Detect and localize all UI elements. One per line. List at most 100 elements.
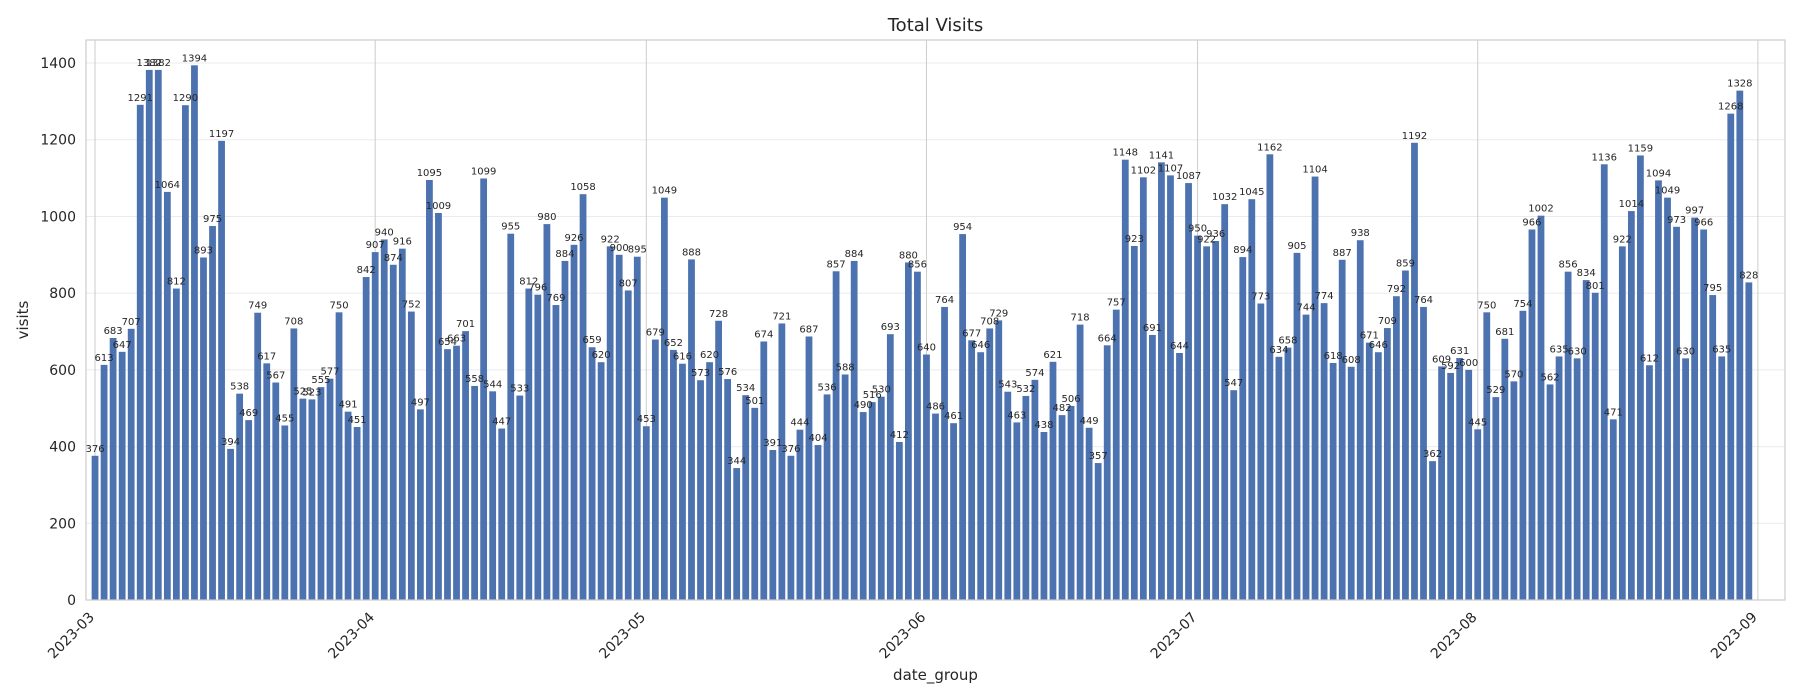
bar-value-label: 857: [827, 259, 846, 270]
bar: [1058, 415, 1066, 600]
bar: [534, 294, 542, 600]
bar: [136, 104, 144, 601]
bar-value-label: 1049: [652, 186, 677, 197]
bar: [1474, 429, 1482, 600]
bar: [588, 347, 596, 600]
bar: [1221, 204, 1229, 601]
bar-value-label: 693: [881, 322, 900, 333]
bar-value-label: 954: [953, 222, 972, 233]
bar-value-label: 453: [637, 414, 656, 425]
bar-value-label: 691: [1143, 323, 1162, 334]
bar: [1338, 259, 1346, 600]
bar: [633, 256, 641, 600]
bar-value-label: 905: [1287, 241, 1306, 252]
bar-value-label: 631: [1450, 346, 1469, 357]
bar: [1429, 461, 1436, 600]
bar: [462, 331, 469, 600]
bar: [1745, 282, 1753, 600]
bar-value-label: 938: [1351, 228, 1370, 239]
bar: [615, 254, 623, 600]
bar: [1393, 296, 1400, 600]
bar: [1112, 309, 1120, 600]
bar-value-label: 773: [1251, 292, 1270, 303]
bar: [715, 320, 722, 600]
bar: [850, 260, 858, 600]
x-axis-title: date_group: [893, 666, 978, 685]
bar-value-label: 856: [1559, 260, 1578, 271]
bar-value-label: 574: [1025, 368, 1044, 379]
bar: [435, 212, 442, 600]
bar: [118, 351, 126, 600]
bar: [1402, 270, 1409, 600]
bar-value-label: 718: [1071, 313, 1090, 324]
bar-value-label: 663: [447, 334, 466, 345]
bar-value-label: 1058: [570, 182, 595, 193]
bar: [1031, 379, 1039, 600]
bar: [1655, 180, 1662, 601]
bar-value-label: 1064: [155, 180, 180, 191]
bar: [923, 354, 930, 600]
bar: [1293, 252, 1301, 600]
bar-value-label: 859: [1396, 259, 1415, 270]
bar: [561, 260, 569, 600]
bar-value-label: 807: [619, 278, 638, 289]
bar: [1555, 356, 1563, 600]
bar-value-label: 750: [1477, 300, 1496, 311]
bar-value-label: 707: [122, 317, 141, 328]
bar-value-label: 525: [293, 387, 312, 398]
bar: [362, 277, 370, 600]
bar: [389, 264, 397, 600]
bar: [1239, 257, 1247, 600]
bar-value-label: 1290: [173, 93, 198, 104]
bar: [1591, 292, 1599, 600]
bar: [1230, 390, 1238, 600]
bar-value-label: 376: [85, 444, 104, 455]
bar-value-label: 683: [104, 326, 123, 337]
bar: [1067, 405, 1075, 600]
bar-value-label: 752: [402, 300, 421, 311]
bar: [263, 363, 271, 600]
bar-value-label: 620: [700, 350, 719, 361]
bar-value-label: 1268: [1718, 102, 1743, 113]
bar: [597, 362, 605, 600]
bar-value-label: 469: [239, 408, 258, 419]
bar: [245, 420, 253, 600]
bar: [1013, 422, 1021, 600]
bar-value-label: 1394: [182, 53, 207, 64]
bar-value-label: 1099: [471, 166, 496, 177]
y-tick-label: 0: [67, 593, 76, 609]
bar-value-label: 620: [592, 350, 611, 361]
bar-value-label: 1136: [1592, 152, 1617, 163]
bar-value-label: 1045: [1239, 187, 1264, 198]
bar: [1465, 369, 1473, 600]
bar-value-label: 635: [1550, 344, 1569, 355]
bar: [1203, 246, 1211, 600]
bar-value-label: 842: [357, 265, 376, 276]
bar: [218, 140, 225, 600]
bar: [1121, 159, 1129, 600]
bar: [1365, 342, 1373, 600]
bar-value-label: 444: [790, 418, 809, 429]
bar-value-label: 612: [1640, 353, 1659, 364]
plot-area-frame: [85, 39, 1786, 601]
bar-value-label: 681: [1495, 327, 1514, 338]
bar: [570, 244, 578, 601]
bar-value-label: 1002: [1528, 204, 1553, 215]
bar: [579, 194, 587, 601]
bar-value-label: 449: [1080, 416, 1099, 427]
bar-value-label: 461: [944, 411, 963, 422]
bar: [1266, 154, 1274, 600]
bar-value-label: 523: [302, 387, 321, 398]
bar: [398, 248, 406, 600]
bar: [1311, 176, 1319, 600]
bar: [145, 69, 153, 601]
bar-value-label: 893: [194, 245, 213, 256]
bar: [326, 378, 334, 600]
y-tick-label: 600: [49, 363, 76, 379]
bar-value-label: 966: [1694, 217, 1713, 228]
bar: [1564, 271, 1572, 600]
bar: [959, 234, 967, 600]
bar: [1383, 328, 1391, 600]
chart-title: Total Visits: [887, 15, 984, 36]
